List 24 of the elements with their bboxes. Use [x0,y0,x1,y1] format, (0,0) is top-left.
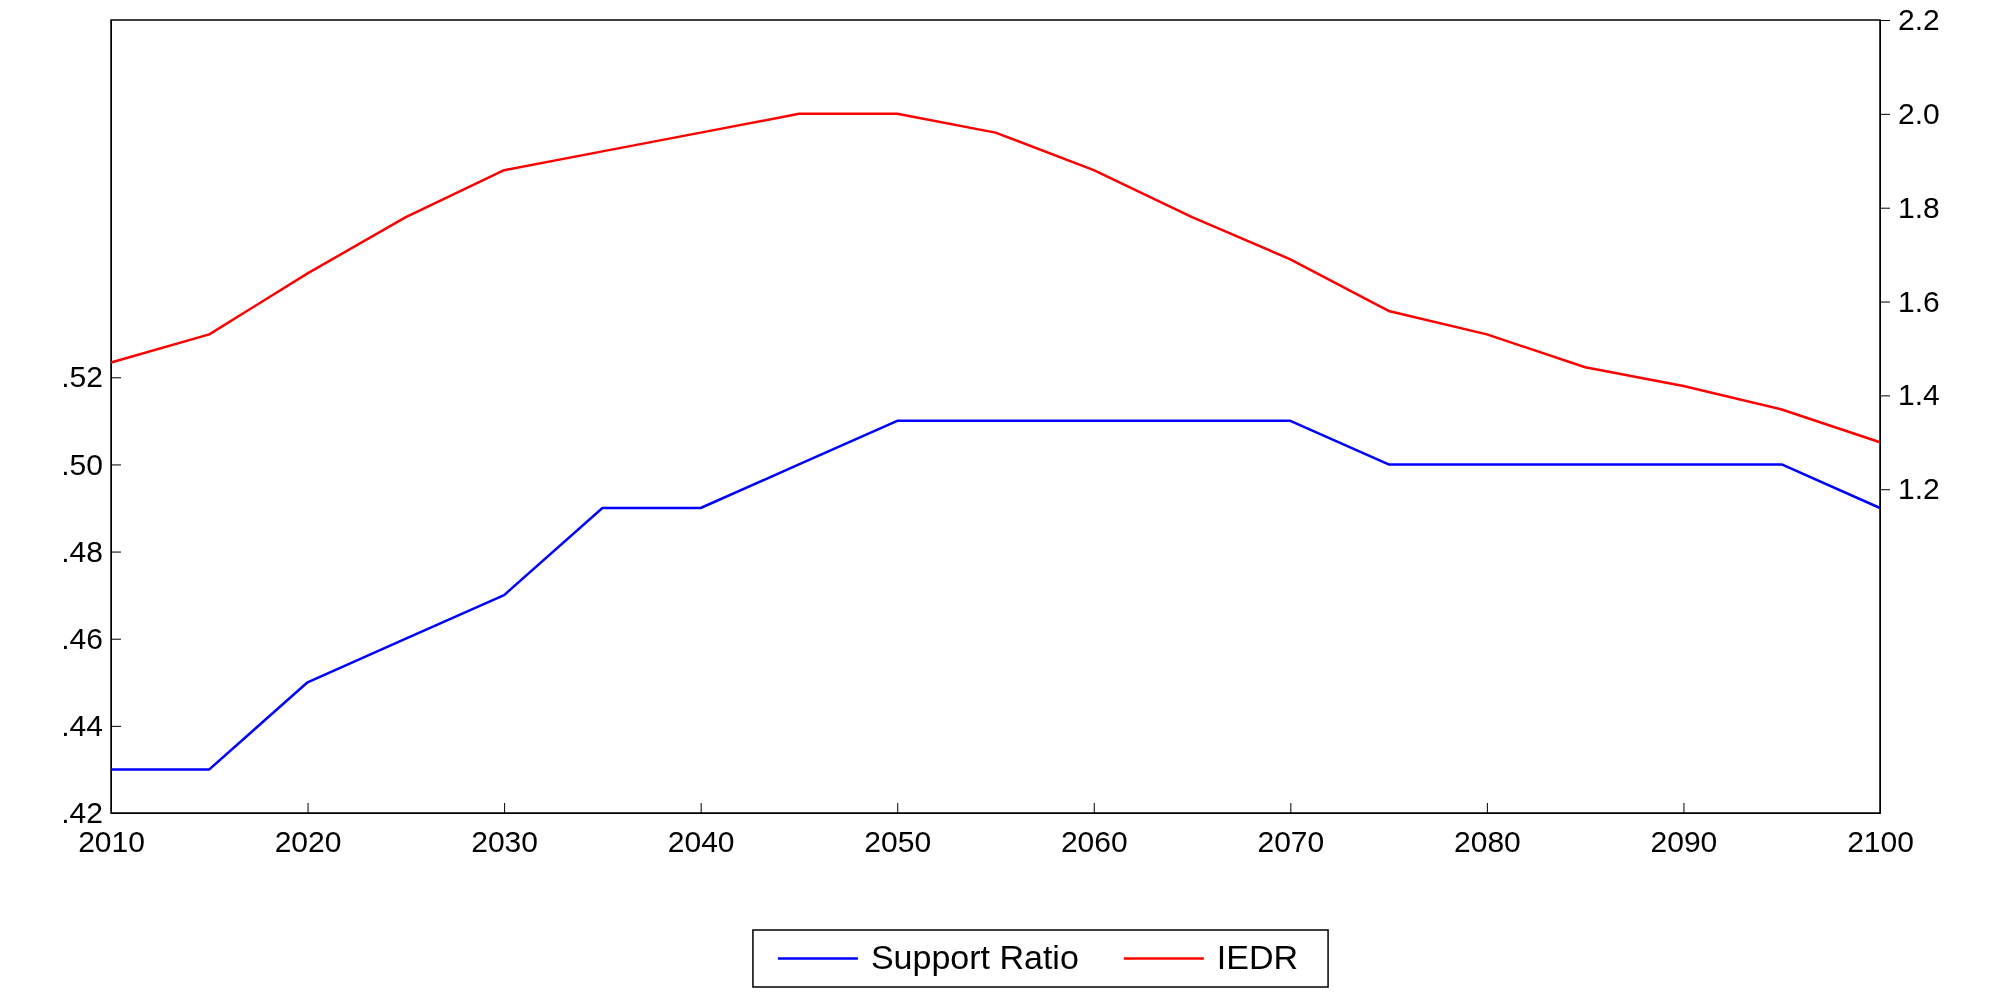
y2-tick-label: 2.0 [1898,96,1940,130]
legend-label: Support Ratio [870,937,1079,976]
y2-tick-label: 1.2 [1898,472,1940,506]
y-tick-label: .46 [61,621,103,655]
x-tick-label: 2070 [1257,825,1325,859]
y2-tick-label: 2.2 [1898,3,1940,37]
line-series [109,112,1882,444]
x-tick-label: 2080 [1454,825,1521,859]
x-tick-label: 2020 [274,825,342,859]
x-tick-label: 2040 [667,825,735,859]
x-tick-label: 2100 [1847,825,1914,859]
line-series [109,419,1882,771]
y2-tick-label: 1.4 [1898,378,1940,412]
x-tick-label: 2090 [1650,825,1718,859]
y2-tick-label: 1.6 [1898,284,1940,318]
y2-tick-label: 1.8 [1898,190,1940,224]
y-tick-label: .50 [61,447,103,481]
y-tick-label: .52 [61,360,103,394]
x-tick-label: 2060 [1060,825,1128,859]
y-tick-label: .48 [61,534,103,568]
legend-label: IEDR [1216,937,1299,976]
y-tick-label: .44 [61,708,103,742]
x-tick-label: 2030 [471,825,538,859]
x-tick-label: 2050 [864,825,932,859]
